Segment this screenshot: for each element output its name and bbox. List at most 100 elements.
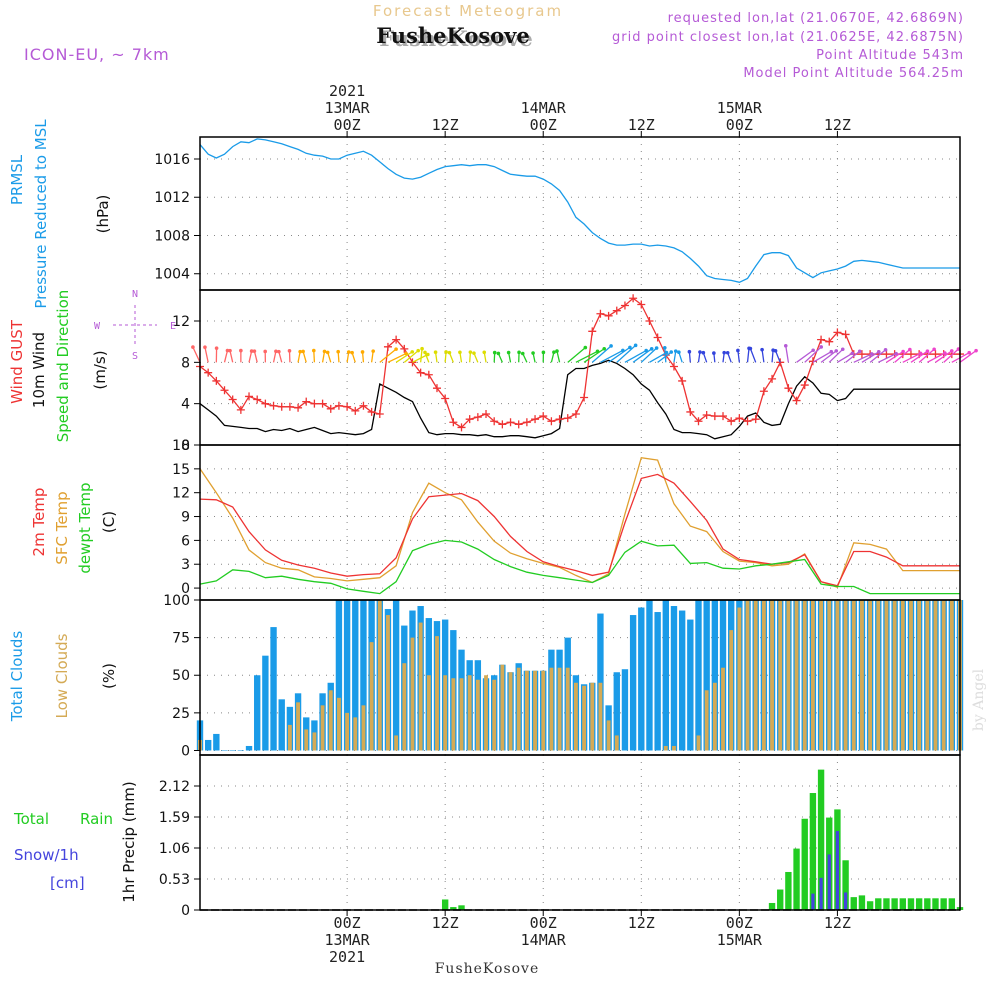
wind-arrow-head — [583, 345, 588, 350]
wind-arrow-head — [840, 347, 845, 352]
low-clouds-bar — [892, 600, 897, 751]
wind-arrow-head — [228, 348, 232, 353]
wind-arrow-head — [894, 351, 898, 356]
rain-bar — [907, 898, 915, 910]
gust-marker — [245, 392, 254, 401]
time-label-top: 12Z — [824, 116, 851, 134]
total-clouds-bar — [613, 672, 620, 751]
wind-arrow-head — [214, 346, 219, 350]
y-tick-label: 9 — [181, 510, 190, 526]
wind-arrow-head — [506, 350, 511, 355]
gust-marker — [817, 335, 826, 344]
wind-arrow — [649, 351, 667, 363]
low-clouds-bar — [729, 630, 734, 751]
gust-marker — [253, 395, 262, 404]
y-tick-label: 12 — [172, 486, 190, 502]
total-clouds-bar — [229, 750, 236, 751]
gust-marker — [825, 337, 834, 346]
low-clouds-bar — [868, 600, 873, 751]
y-tick-label: 1004 — [154, 267, 190, 283]
wind-arrow-head — [203, 345, 207, 349]
wind-arrow — [910, 350, 928, 363]
gust-marker — [596, 309, 605, 318]
gust-marker — [555, 415, 564, 424]
rain-bar — [932, 898, 939, 910]
y-tick-label: 6 — [181, 533, 190, 549]
wind-arrow-head — [677, 350, 681, 355]
wind-arrow-head — [773, 349, 778, 353]
wind-arrow-head — [869, 352, 874, 356]
time-label-top: 12Z — [432, 116, 459, 134]
temp-unit: (C) — [100, 511, 118, 533]
temp-2m-label: 2m Temp — [30, 488, 48, 557]
compass-w: W — [94, 321, 101, 332]
wind-arrow-head — [633, 343, 638, 348]
wind-arrow-head — [783, 343, 788, 348]
wind-arrow-head — [322, 349, 327, 354]
total-clouds-bar — [392, 600, 400, 751]
wind-arrow-head — [531, 351, 535, 355]
wind-arrow — [749, 348, 757, 363]
total-clouds-bar — [213, 733, 220, 751]
total-clouds-bar — [678, 610, 686, 751]
wind-arrow-head — [701, 350, 706, 355]
gust-marker — [220, 386, 229, 395]
wind-arrow-head — [967, 350, 972, 355]
gust-marker — [302, 397, 311, 406]
total-clouds-label: Total Clouds — [8, 631, 26, 723]
wind-arrow-head — [350, 350, 354, 355]
low-clouds-bar — [753, 600, 758, 751]
gust-marker — [343, 402, 352, 411]
wind-arrow — [935, 350, 953, 363]
wind-arrow-head — [482, 350, 487, 355]
gust-marker — [857, 350, 866, 359]
low-clouds-bar — [819, 600, 823, 751]
wind-arrow — [253, 350, 258, 363]
low-clouds-bar — [369, 642, 374, 751]
gust-marker — [906, 350, 915, 359]
rain-bar — [777, 889, 784, 910]
time-label-top: 00Z — [530, 116, 557, 134]
total-clouds-bar — [662, 600, 669, 751]
wind-gust-line — [199, 297, 960, 429]
gust-marker — [473, 413, 482, 422]
y-tick-label: 1012 — [154, 190, 190, 206]
pressure-label-full: Pressure Reduced to MSL — [32, 119, 50, 309]
wind-arrow — [278, 351, 283, 363]
low-clouds-bar — [500, 664, 505, 751]
wind-arrow-head — [850, 351, 855, 356]
gust-marker — [498, 420, 507, 429]
gust-marker — [620, 301, 629, 310]
low-clouds-bar — [516, 667, 521, 751]
time-label-bottom: 2021 — [329, 948, 365, 966]
wind-arrow-head — [669, 350, 674, 354]
wind-arrow — [894, 349, 911, 363]
gust-marker — [686, 407, 695, 416]
gust-marker — [841, 330, 850, 339]
rain-bar — [450, 907, 457, 910]
wind-arrow — [556, 350, 561, 363]
gust-marker — [212, 376, 221, 385]
wind-arrow-head — [394, 347, 398, 351]
snow-bar — [835, 831, 840, 910]
y-tick-label: 2.12 — [159, 779, 190, 795]
total-clouds-bar — [221, 750, 228, 751]
wind-arrow-head — [974, 348, 978, 353]
wind-arrow — [853, 353, 873, 363]
wind-arrow-head — [609, 344, 613, 348]
wind-arrow-head — [249, 349, 254, 353]
low-clouds-bar — [925, 600, 930, 751]
wind-arrow — [302, 351, 307, 363]
wind-arrow — [591, 345, 612, 363]
time-label-bottom: 00Z — [726, 914, 753, 932]
y-tick-label: 0 — [181, 581, 190, 597]
wind-arrow-head — [908, 347, 912, 352]
footer-location: FusheKosove — [435, 961, 540, 977]
wind-arrow — [869, 349, 886, 363]
gust-marker — [261, 399, 270, 408]
wind-arrow-head — [277, 349, 281, 354]
low-clouds-bar — [377, 600, 382, 751]
wind-arrow — [640, 347, 658, 363]
low-clouds-bar — [557, 667, 562, 751]
